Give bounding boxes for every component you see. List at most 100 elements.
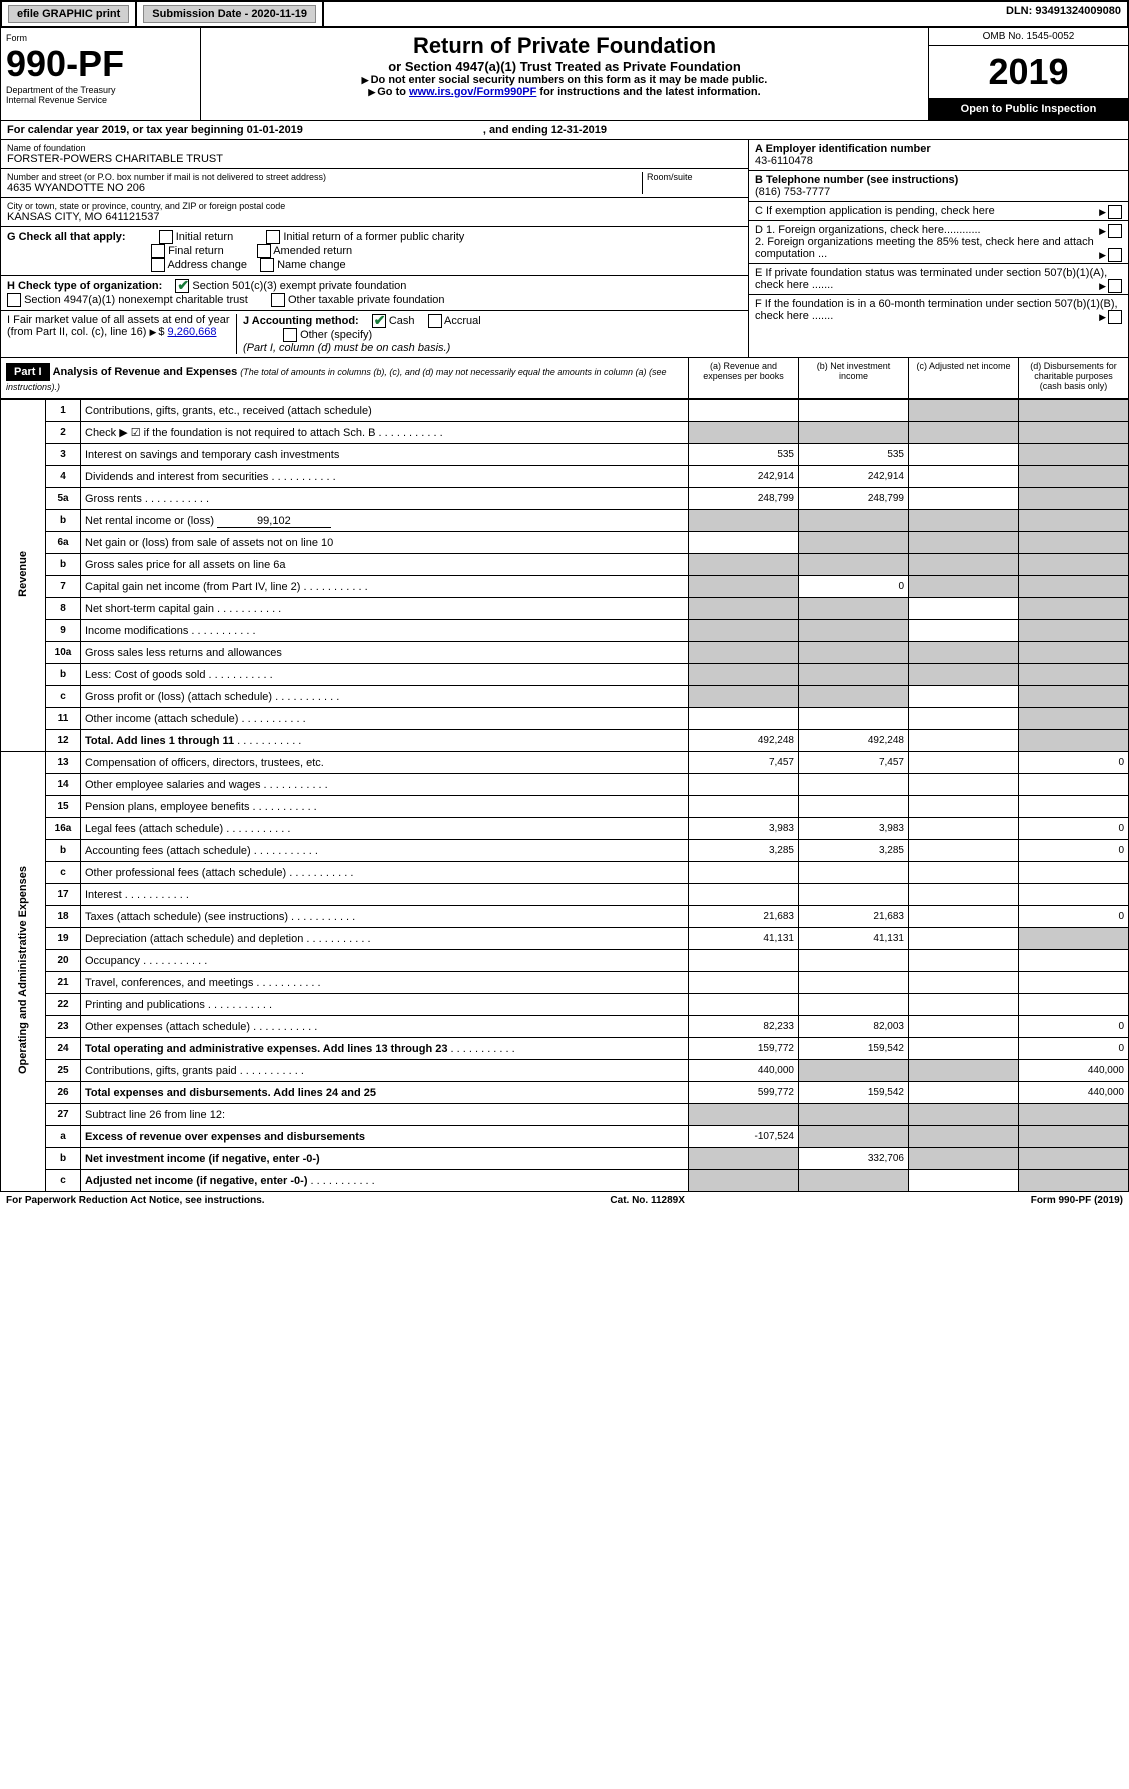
dept: Department of the Treasury xyxy=(6,85,195,95)
address: 4635 WYANDOTTE NO 206 xyxy=(7,182,642,194)
line-row: bLess: Cost of goods sold xyxy=(1,664,1129,686)
col-b: (b) Net investment income xyxy=(798,358,908,398)
line-row: 7Capital gain net income (from Part IV, … xyxy=(1,576,1129,598)
top-bar: efile GRAPHIC print Submission Date - 20… xyxy=(0,0,1129,28)
line-row: Operating and Administrative Expenses13C… xyxy=(1,752,1129,774)
j-note: (Part I, column (d) must be on cash basi… xyxy=(243,342,450,354)
line-row: bGross sales price for all assets on lin… xyxy=(1,554,1129,576)
footer-right: Form 990-PF (2019) xyxy=(1031,1195,1123,1206)
form-number: 990-PF xyxy=(6,43,195,85)
address-change-checkbox[interactable] xyxy=(151,258,165,272)
line-row: cOther professional fees (attach schedul… xyxy=(1,862,1129,884)
c-checkbox[interactable] xyxy=(1108,205,1122,219)
tax-year: 2019 xyxy=(929,46,1128,98)
room-label: Room/suite xyxy=(647,172,742,182)
line-row: 19Depreciation (attach schedule) and dep… xyxy=(1,928,1129,950)
initial-public-checkbox[interactable] xyxy=(266,230,280,244)
col-a: (a) Revenue and expenses per books xyxy=(688,358,798,398)
part1-table: Revenue1Contributions, gifts, grants, et… xyxy=(0,399,1129,1192)
initial-return-checkbox[interactable] xyxy=(159,230,173,244)
line-row: Revenue1Contributions, gifts, grants, et… xyxy=(1,400,1129,422)
line-row: 11Other income (attach schedule) xyxy=(1,708,1129,730)
line-row: bAccounting fees (attach schedule)3,2853… xyxy=(1,840,1129,862)
d2-label: 2. Foreign organizations meeting the 85%… xyxy=(755,236,1094,260)
g-label: G Check all that apply: xyxy=(7,231,126,243)
line-row: 4Dividends and interest from securities2… xyxy=(1,466,1129,488)
line-row: 26Total expenses and disbursements. Add … xyxy=(1,1082,1129,1104)
irs: Internal Revenue Service xyxy=(6,95,195,105)
part1-badge: Part I xyxy=(6,363,50,381)
line-row: 23Other expenses (attach schedule)82,233… xyxy=(1,1016,1129,1038)
other-method-checkbox[interactable] xyxy=(283,328,297,342)
line-row: 20Occupancy xyxy=(1,950,1129,972)
line-row: 12Total. Add lines 1 through 11492,24849… xyxy=(1,730,1129,752)
line-row: 17Interest xyxy=(1,884,1129,906)
line-row: 9Income modifications xyxy=(1,620,1129,642)
line-row: cAdjusted net income (if negative, enter… xyxy=(1,1170,1129,1192)
amended-checkbox[interactable] xyxy=(257,244,271,258)
d2-checkbox[interactable] xyxy=(1108,248,1122,262)
instr-1: Do not enter social security numbers on … xyxy=(206,74,923,86)
col-d: (d) Disbursements for charitable purpose… xyxy=(1018,358,1128,398)
foundation-name: FORSTER-POWERS CHARITABLE TRUST xyxy=(7,153,742,165)
e-label: E If private foundation status was termi… xyxy=(755,267,1107,291)
f-checkbox[interactable] xyxy=(1108,310,1122,324)
line-row: bNet rental income or (loss) 99,102 xyxy=(1,510,1129,532)
city-label: City or town, state or province, country… xyxy=(7,201,742,211)
col-c: (c) Adjusted net income xyxy=(908,358,1018,398)
line-row: 22Printing and publications xyxy=(1,994,1129,1016)
line-row: aExcess of revenue over expenses and dis… xyxy=(1,1126,1129,1148)
other-taxable-checkbox[interactable] xyxy=(271,293,285,307)
dln: DLN: 93491324009080 xyxy=(1000,2,1127,26)
submission-date: Submission Date - 2020-11-19 xyxy=(143,5,316,23)
efile-btn[interactable]: efile GRAPHIC print xyxy=(8,5,129,23)
accrual-checkbox[interactable] xyxy=(428,314,442,328)
4947-checkbox[interactable] xyxy=(7,293,21,307)
line-row: 2Check ▶ ☑ if the foundation is not requ… xyxy=(1,422,1129,444)
part1-header: Part I Analysis of Revenue and Expenses … xyxy=(0,358,1129,399)
line-row: 6aNet gain or (loss) from sale of assets… xyxy=(1,532,1129,554)
j-label: J Accounting method: xyxy=(243,315,359,327)
subtitle: or Section 4947(a)(1) Trust Treated as P… xyxy=(206,59,923,74)
form-word: Form xyxy=(6,33,195,43)
line-row: bNet investment income (if negative, ent… xyxy=(1,1148,1129,1170)
d1-label: D 1. Foreign organizations, check here..… xyxy=(755,224,981,236)
main-title: Return of Private Foundation xyxy=(206,33,923,59)
irs-link[interactable]: www.irs.gov/Form990PF xyxy=(409,86,536,98)
city: KANSAS CITY, MO 641121537 xyxy=(7,211,742,223)
line-row: 3Interest on savings and temporary cash … xyxy=(1,444,1129,466)
name-change-checkbox[interactable] xyxy=(260,258,274,272)
line-row: 14Other employee salaries and wages xyxy=(1,774,1129,796)
omb-no: OMB No. 1545-0052 xyxy=(929,28,1128,46)
ein: 43-6110478 xyxy=(755,155,813,167)
f-label: F If the foundation is in a 60-month ter… xyxy=(755,298,1118,322)
line-row: 27Subtract line 26 from line 12: xyxy=(1,1104,1129,1126)
entity-info: Name of foundation FORSTER-POWERS CHARIT… xyxy=(0,140,1129,358)
cash-checkbox[interactable] xyxy=(372,314,386,328)
line-row: 10aGross sales less returns and allowanc… xyxy=(1,642,1129,664)
a-label: A Employer identification number xyxy=(755,143,931,155)
name-label: Name of foundation xyxy=(7,143,742,153)
part1-title: Analysis of Revenue and Expenses xyxy=(53,366,238,378)
footer-left: For Paperwork Reduction Act Notice, see … xyxy=(6,1195,265,1206)
line-row: 5aGross rents248,799248,799 xyxy=(1,488,1129,510)
e-checkbox[interactable] xyxy=(1108,279,1122,293)
final-return-checkbox[interactable] xyxy=(151,244,165,258)
b-label: B Telephone number (see instructions) xyxy=(755,174,958,186)
phone: (816) 753-7777 xyxy=(755,186,830,198)
line-row: 8Net short-term capital gain xyxy=(1,598,1129,620)
h-label: H Check type of organization: xyxy=(7,280,162,292)
open-inspection: Open to Public Inspection xyxy=(929,98,1128,120)
line-row: 18Taxes (attach schedule) (see instructi… xyxy=(1,906,1129,928)
form-header: Form 990-PF Department of the Treasury I… xyxy=(0,28,1129,121)
page-footer: For Paperwork Reduction Act Notice, see … xyxy=(0,1192,1129,1209)
calendar-year-row: For calendar year 2019, or tax year begi… xyxy=(0,121,1129,140)
501c3-checkbox[interactable] xyxy=(175,279,189,293)
fmv-link[interactable]: 9,260,668 xyxy=(168,326,217,338)
line-row: 16aLegal fees (attach schedule)3,9833,98… xyxy=(1,818,1129,840)
c-label: C If exemption application is pending, c… xyxy=(755,205,995,217)
d1-checkbox[interactable] xyxy=(1108,224,1122,238)
line-row: 24Total operating and administrative exp… xyxy=(1,1038,1129,1060)
addr-label: Number and street (or P.O. box number if… xyxy=(7,172,642,182)
footer-mid: Cat. No. 11289X xyxy=(610,1195,684,1206)
